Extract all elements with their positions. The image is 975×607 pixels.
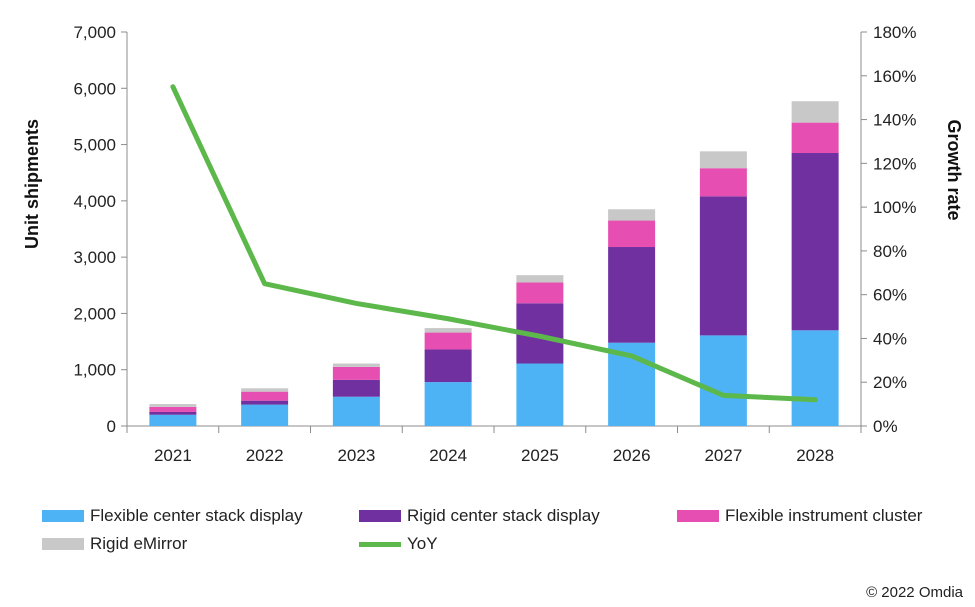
bar-flexible-instrument-cluster-2026 [608, 220, 656, 248]
x-tick-label: 2022 [246, 446, 284, 465]
bar-rigid-emirror-2027 [699, 151, 747, 169]
bar-rigid-emirror-2025 [516, 275, 564, 283]
bar-rigid-center-stack-display-2028 [791, 153, 839, 331]
x-tick-label: 2026 [613, 446, 651, 465]
y2-tick-label: 60% [873, 286, 907, 305]
bar-flexible-instrument-cluster-2027 [699, 168, 747, 197]
bar-flexible-instrument-cluster-2022 [241, 391, 289, 401]
bar-rigid-emirror-2026 [608, 209, 656, 221]
y2-tick-label: 180% [873, 23, 916, 42]
y-tick-label: 2,000 [73, 304, 116, 323]
bar-flexible-center-stack-display-2022 [241, 404, 289, 426]
bar-flexible-instrument-cluster-2021 [149, 406, 197, 412]
bar-flexible-center-stack-display-2023 [332, 396, 380, 426]
bar-flexible-instrument-cluster-2024 [424, 332, 472, 350]
y2-tick-label: 100% [873, 198, 916, 217]
y-tick-label: 0 [107, 417, 116, 436]
bar-flexible-instrument-cluster-2025 [516, 282, 564, 304]
bar-rigid-center-stack-display-2024 [424, 349, 472, 383]
bar-rigid-center-stack-display-2022 [241, 400, 289, 405]
y-axis-title: Unit shipments [22, 119, 42, 249]
x-tick-label: 2023 [337, 446, 375, 465]
bar-rigid-center-stack-display-2021 [149, 411, 197, 415]
bar-rigid-emirror-2022 [241, 388, 289, 392]
bar-flexible-center-stack-display-2021 [149, 414, 197, 426]
y2-tick-label: 40% [873, 329, 907, 348]
bar-flexible-instrument-cluster-2028 [791, 122, 839, 154]
bar-rigid-emirror-2021 [149, 404, 197, 407]
bar-flexible-center-stack-display-2027 [699, 335, 747, 426]
y2-tick-label: 160% [873, 67, 916, 86]
bar-rigid-emirror-2028 [791, 101, 839, 123]
bar-rigid-emirror-2023 [332, 363, 380, 367]
y-tick-label: 1,000 [73, 361, 116, 380]
x-tick-label: 2024 [429, 446, 467, 465]
bar-flexible-center-stack-display-2025 [516, 363, 564, 426]
bar-rigid-center-stack-display-2023 [332, 379, 380, 397]
y2-tick-label: 80% [873, 242, 907, 261]
x-tick-label: 2021 [154, 446, 192, 465]
x-tick-label: 2027 [704, 446, 742, 465]
bar-rigid-center-stack-display-2026 [608, 247, 656, 343]
bar-flexible-center-stack-display-2028 [791, 330, 839, 426]
y2-tick-label: 140% [873, 111, 916, 130]
yoy-line [170, 84, 818, 403]
bar-flexible-instrument-cluster-2023 [332, 366, 380, 380]
y-tick-label: 4,000 [73, 192, 116, 211]
y2-axis-title: Growth rate [944, 119, 964, 220]
x-tick-label: 2025 [521, 446, 559, 465]
y2-tick-label: 20% [873, 373, 907, 392]
y-tick-label: 5,000 [73, 136, 116, 155]
y-tick-label: 3,000 [73, 248, 116, 267]
y2-tick-label: 0% [873, 417, 898, 436]
plot-area: 0 1,000 2,000 3,000 4,000 5,000 6,000 7,000 0% 20… [73, 23, 916, 465]
x-tick-label: 2028 [796, 446, 834, 465]
bar-rigid-center-stack-display-2027 [699, 196, 747, 336]
y-tick-label: 6,000 [73, 79, 116, 98]
bar-flexible-center-stack-display-2024 [424, 382, 472, 426]
y-tick-label: 7,000 [73, 23, 116, 42]
y2-tick-label: 120% [873, 154, 916, 173]
bar-rigid-emirror-2024 [424, 328, 472, 333]
copyright-notice: © 2022 Omdia [866, 584, 963, 601]
